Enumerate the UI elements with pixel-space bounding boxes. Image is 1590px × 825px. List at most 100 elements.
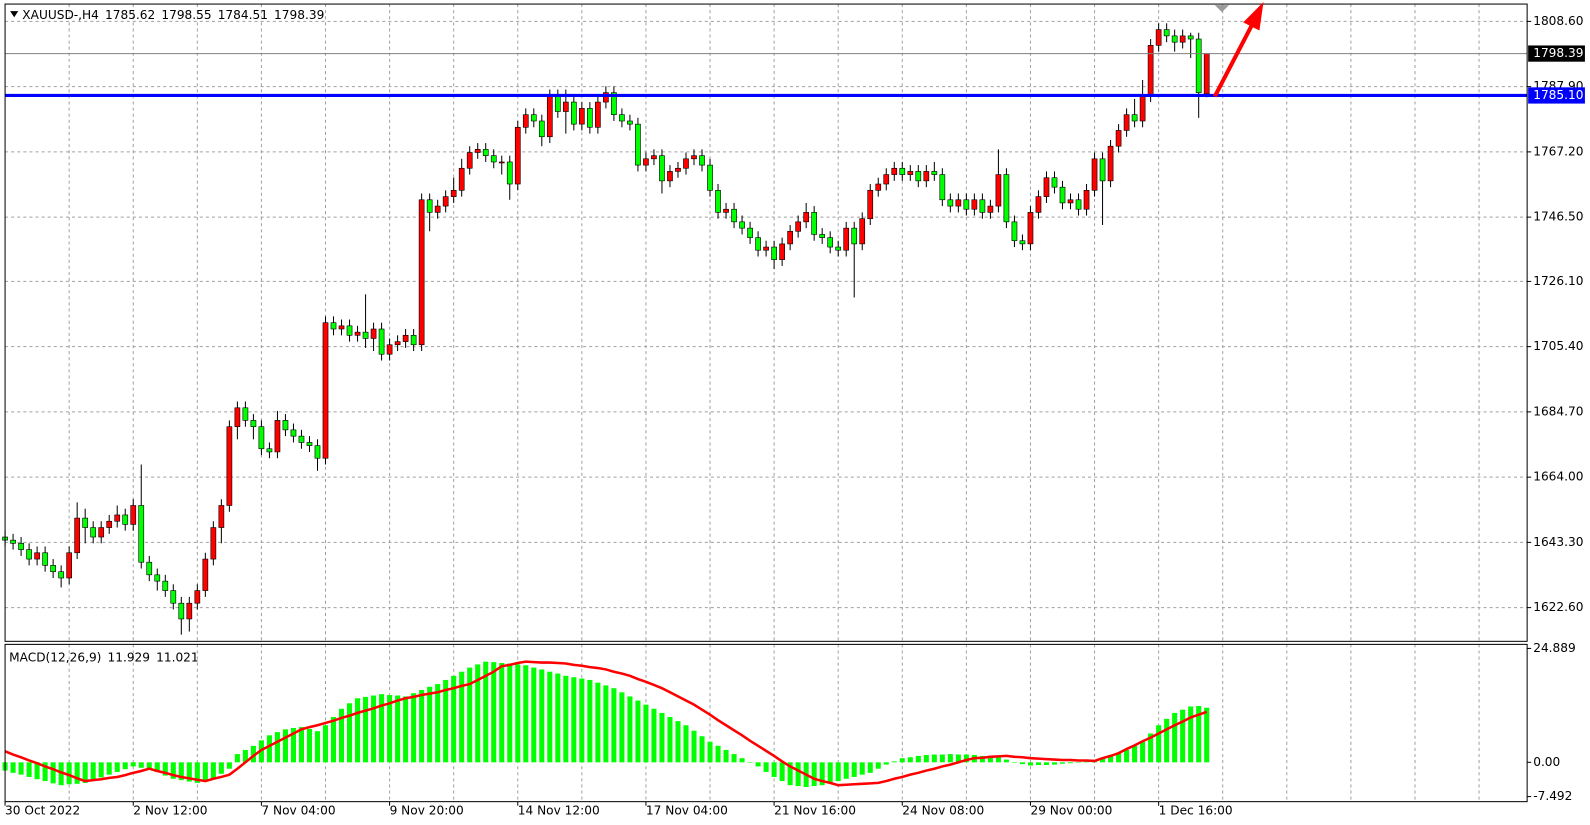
macd-bar	[507, 663, 513, 763]
candle-body	[1131, 114, 1138, 122]
candle-body	[1043, 177, 1050, 197]
main-panel-frame	[4, 3, 1528, 642]
macd-bar	[10, 762, 16, 773]
candle-body	[1075, 199, 1082, 210]
macd-bar	[467, 667, 473, 763]
macd-bar	[523, 665, 529, 763]
x-tick-label: 17 Nov 04:00	[646, 803, 728, 817]
macd-bar	[1140, 741, 1146, 763]
candle-body	[298, 435, 305, 443]
macd-bar	[771, 762, 777, 777]
candle-body	[971, 199, 978, 210]
candle-body	[258, 426, 265, 450]
macd-bar	[899, 758, 905, 763]
candle-body	[170, 590, 177, 604]
macd-bar	[891, 761, 897, 763]
candle-body	[755, 237, 761, 251]
candle-body	[819, 234, 826, 238]
candle-body	[394, 341, 401, 346]
candle-body	[915, 171, 922, 182]
macd-bar	[411, 693, 417, 763]
candle-body	[675, 167, 681, 172]
macd-bar	[1059, 762, 1066, 764]
candle-body	[274, 420, 281, 453]
macd-bar	[1043, 762, 1050, 766]
macd-bar	[1011, 762, 1017, 763]
macd-bar	[194, 762, 200, 783]
macd-bar	[34, 762, 40, 780]
macd-bar	[1156, 725, 1162, 763]
candle-body	[26, 549, 32, 560]
macd-bar	[371, 695, 377, 763]
macd-bar	[491, 662, 497, 763]
macd-bar	[1196, 706, 1202, 763]
macd-bar	[114, 762, 120, 772]
candle-body	[98, 527, 105, 538]
macd-bar	[1051, 762, 1058, 765]
macd-bar	[427, 686, 433, 763]
y-tick-label: 1664.00	[1533, 470, 1583, 484]
macd-bar	[314, 731, 321, 763]
level-label: 1785.10	[1533, 88, 1583, 102]
candle-body	[827, 237, 834, 248]
candle-body	[1155, 29, 1162, 46]
macd-bar	[306, 728, 313, 763]
macd-bar	[379, 694, 385, 763]
macd-bar	[419, 690, 425, 763]
candle-body	[538, 120, 545, 138]
macd-bar	[931, 754, 937, 763]
candle-body	[338, 325, 345, 330]
macd-bar	[555, 673, 561, 763]
macd-bar	[330, 717, 337, 763]
candle-body	[234, 407, 241, 428]
candle-body	[1091, 158, 1098, 191]
candle-body	[42, 552, 48, 566]
x-tick-label: 9 Nov 20:00	[390, 803, 464, 817]
candle-body	[1147, 45, 1154, 97]
candle-body	[194, 590, 201, 604]
candle-body	[466, 152, 473, 169]
candle-body	[50, 565, 56, 572]
candle-body	[659, 155, 665, 182]
macd-bar	[130, 762, 136, 767]
candle-body	[619, 114, 625, 122]
macd-bar	[170, 762, 176, 779]
y-tick-label: 24.889	[1533, 641, 1576, 655]
candle-body	[875, 183, 882, 191]
candle-body	[803, 212, 809, 223]
candle-body	[779, 243, 785, 260]
candle-body	[635, 123, 641, 166]
macd-bar	[563, 675, 569, 763]
macd-bar	[531, 667, 537, 763]
x-tick-label: 14 Nov 12:00	[518, 803, 600, 817]
macd-bar	[779, 762, 785, 782]
candle-body	[354, 331, 361, 336]
macd-bar	[747, 762, 753, 763]
candle-body	[1107, 145, 1114, 182]
candle-body	[667, 171, 673, 182]
macd-bar	[1027, 762, 1033, 766]
candle-body	[1123, 114, 1130, 131]
candle-body	[1035, 196, 1042, 213]
macd-bar	[819, 762, 825, 786]
y-tick-label: 1684.70	[1533, 404, 1583, 418]
macd-bar	[683, 725, 689, 763]
candle-body	[322, 322, 329, 459]
macd-bar	[1100, 757, 1106, 763]
macd-bar	[1180, 709, 1186, 763]
macd-bar	[827, 762, 833, 783]
candle-body	[266, 448, 273, 453]
candle-body	[1067, 199, 1074, 204]
macd-bar	[835, 762, 841, 782]
candle-body	[434, 205, 441, 213]
candle-body	[851, 227, 858, 245]
macd-bar	[1148, 733, 1154, 763]
candle-body	[282, 420, 289, 431]
macd-bar	[611, 688, 617, 763]
macd-bar	[355, 698, 361, 763]
macd-bar	[1108, 755, 1114, 763]
macd-bar	[435, 684, 441, 763]
macd-bar	[859, 762, 865, 775]
